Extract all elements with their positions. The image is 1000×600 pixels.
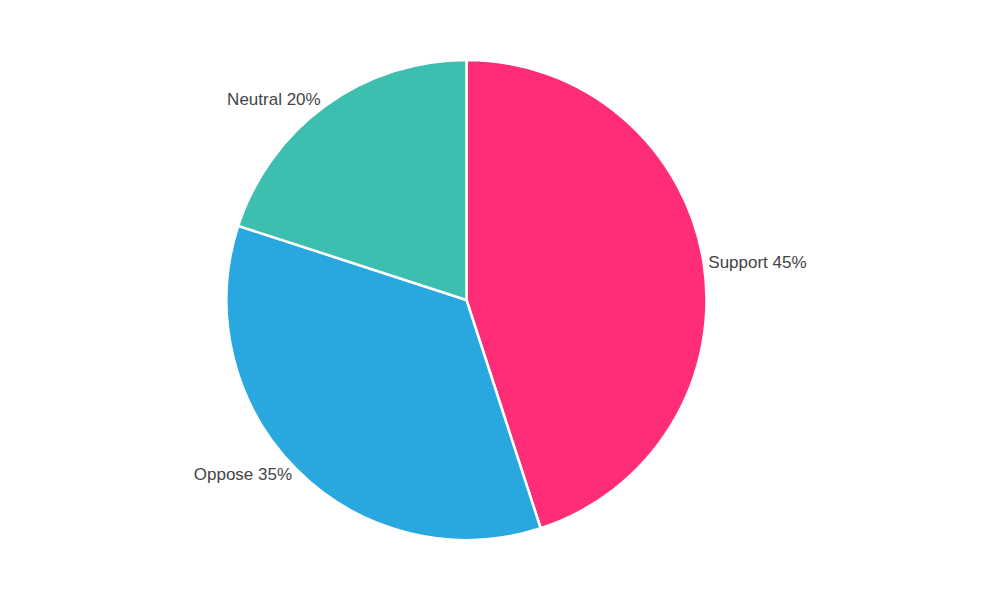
svg-text:Neutral 20%: Neutral 20%	[227, 90, 321, 109]
svg-text:Oppose 35%: Oppose 35%	[194, 465, 292, 484]
svg-text:Support 45%: Support 45%	[708, 253, 806, 272]
